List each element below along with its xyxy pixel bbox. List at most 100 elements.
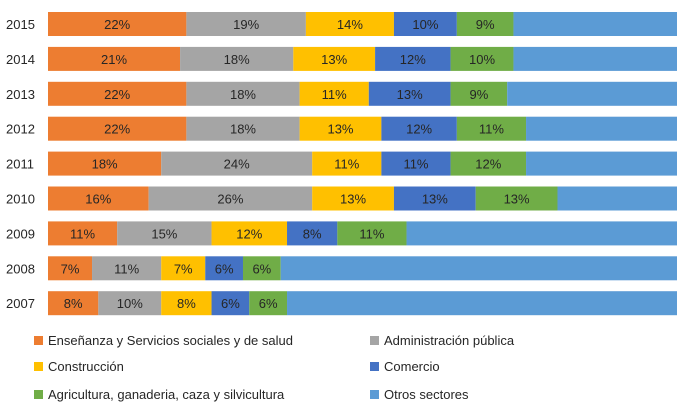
bar-segment bbox=[381, 151, 451, 176]
bar-segment bbox=[312, 186, 394, 211]
bar-segment bbox=[513, 12, 677, 36]
data-label: 19% bbox=[233, 17, 259, 32]
bar-segment bbox=[48, 256, 93, 281]
bar-segment bbox=[507, 81, 677, 106]
data-label: 12% bbox=[406, 122, 432, 137]
year-tick-label: 2011 bbox=[6, 157, 34, 172]
data-label: 15% bbox=[151, 226, 177, 241]
data-label: 12% bbox=[475, 157, 501, 172]
bar-segment bbox=[513, 46, 677, 71]
data-label: 8% bbox=[177, 296, 196, 311]
data-label: 18% bbox=[230, 87, 256, 102]
bar-segment bbox=[293, 46, 376, 71]
data-label: 11% bbox=[403, 157, 428, 172]
bar-segment bbox=[205, 256, 243, 281]
bar-segment bbox=[211, 291, 250, 316]
legend-label: Agricultura, ganaderia, caza y silvicult… bbox=[48, 387, 285, 402]
data-label: 9% bbox=[476, 17, 495, 32]
data-label: 21% bbox=[101, 52, 127, 67]
bar-segment bbox=[450, 81, 508, 106]
data-label: 10% bbox=[469, 52, 495, 67]
data-label: 11% bbox=[479, 122, 504, 137]
bar-segment bbox=[48, 151, 162, 176]
legend-swatch bbox=[34, 390, 43, 399]
data-label: 13% bbox=[321, 52, 347, 67]
bar-segment bbox=[557, 186, 677, 211]
bar-segment bbox=[375, 46, 451, 71]
data-label: 10% bbox=[117, 296, 143, 311]
data-label: 6% bbox=[252, 261, 271, 276]
year-tick-label: 2010 bbox=[6, 192, 35, 207]
data-label: 7% bbox=[61, 261, 80, 276]
bar-segment bbox=[456, 12, 514, 36]
bar-segment bbox=[242, 256, 281, 281]
data-label: 6% bbox=[221, 296, 240, 311]
data-label: 26% bbox=[217, 192, 243, 207]
bar-segment bbox=[280, 256, 677, 281]
bar-segment bbox=[450, 151, 527, 176]
data-label: 18% bbox=[230, 122, 256, 137]
legend-swatch bbox=[34, 362, 43, 371]
legend-label: Comercio bbox=[384, 359, 440, 374]
legend-item-otros: Otros sectores bbox=[370, 387, 469, 402]
bar-segment bbox=[526, 116, 677, 141]
data-label: 9% bbox=[469, 87, 488, 102]
year-tick-label: 2014 bbox=[6, 52, 35, 67]
data-label: 18% bbox=[224, 52, 250, 67]
bar-segment bbox=[92, 256, 162, 281]
data-label: 13% bbox=[504, 192, 530, 207]
year-tick-label: 2008 bbox=[6, 261, 35, 276]
bar-segment bbox=[48, 291, 99, 316]
legend-item-comercio: Comercio bbox=[370, 359, 440, 374]
legend-item-construccion: Construcción bbox=[34, 359, 124, 374]
year-tick-label: 2013 bbox=[6, 87, 35, 102]
legend-item-ensenanza: Enseñanza y Servicios sociales y de salu… bbox=[34, 333, 293, 348]
bar-segment bbox=[161, 151, 313, 176]
data-label: 24% bbox=[224, 157, 250, 172]
bar-segment bbox=[393, 186, 476, 211]
bar-segment bbox=[381, 116, 457, 141]
bar-segment bbox=[305, 12, 394, 36]
chart-legend: Enseñanza y Servicios sociales y de salu… bbox=[0, 326, 683, 409]
bar-segment bbox=[186, 12, 306, 36]
bar-segment bbox=[475, 186, 558, 211]
bar-segment bbox=[368, 81, 451, 106]
data-label: 10% bbox=[412, 17, 438, 32]
data-label: 11% bbox=[114, 261, 139, 276]
data-label: 6% bbox=[259, 296, 278, 311]
bar-segment bbox=[48, 221, 118, 246]
data-label: 13% bbox=[340, 192, 366, 207]
data-label: 11% bbox=[70, 226, 95, 241]
data-label: 11% bbox=[334, 157, 359, 172]
bar-segment bbox=[526, 151, 677, 176]
bar-segment bbox=[161, 291, 212, 316]
bar-segment bbox=[98, 291, 162, 316]
bar-segment bbox=[211, 221, 288, 246]
legend-label: Otros sectores bbox=[384, 387, 469, 402]
legend-label: Construcción bbox=[48, 359, 124, 374]
data-label: 22% bbox=[104, 17, 130, 32]
data-label: 16% bbox=[85, 192, 111, 207]
bar-segment bbox=[48, 81, 187, 106]
bar-segment bbox=[312, 151, 382, 176]
data-label: 22% bbox=[104, 122, 130, 137]
legend-label: Administración pública bbox=[384, 333, 515, 348]
data-label: 8% bbox=[303, 226, 322, 241]
bar-segment bbox=[456, 116, 527, 141]
data-label: 13% bbox=[422, 192, 448, 207]
bar-segment bbox=[48, 116, 187, 141]
bar-segment bbox=[287, 291, 677, 316]
bar-segment bbox=[406, 221, 677, 246]
data-label: 6% bbox=[215, 261, 234, 276]
legend-swatch bbox=[370, 362, 379, 371]
bar-segment bbox=[161, 256, 206, 281]
year-tick-label: 2012 bbox=[6, 122, 35, 137]
bar-segment bbox=[48, 12, 187, 36]
legend-swatch bbox=[34, 336, 43, 345]
bar-segment bbox=[337, 221, 407, 246]
data-label: 8% bbox=[64, 296, 83, 311]
bar-segment bbox=[393, 12, 457, 36]
bar-segment bbox=[287, 221, 338, 246]
bar-segment bbox=[186, 116, 300, 141]
data-label: 12% bbox=[236, 226, 262, 241]
